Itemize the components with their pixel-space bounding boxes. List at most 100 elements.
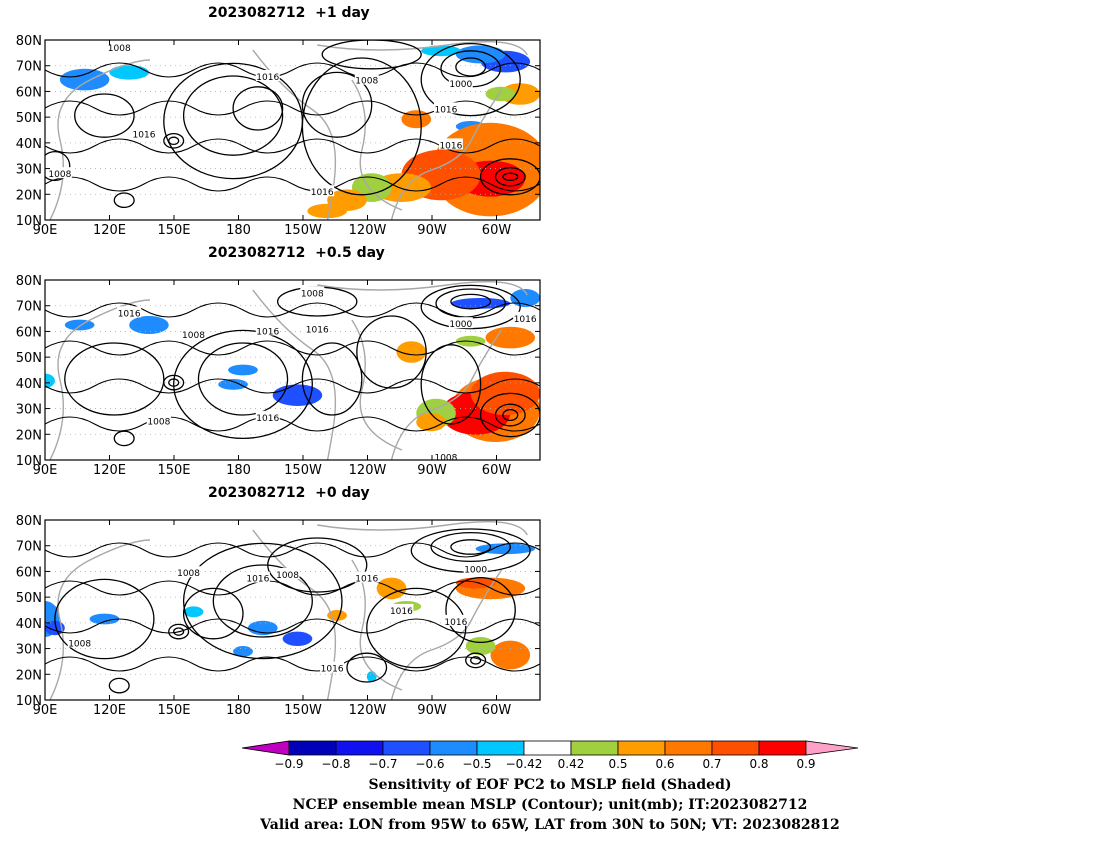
- contour-label-bg: [255, 410, 280, 422]
- contour-label-bg: [47, 167, 72, 179]
- contour-label: 1008: [108, 44, 131, 54]
- contour-label: 1016: [321, 665, 344, 675]
- mslp-contour: [74, 93, 135, 138]
- sensitivity-shade: [64, 319, 95, 331]
- contour-label-bg: [255, 70, 280, 81]
- lon-label: 90W: [417, 703, 447, 718]
- contour-label: 1008: [177, 569, 200, 579]
- lat-label: 50N: [16, 351, 42, 366]
- coastline: [317, 281, 528, 296]
- sensitivity-shade: [401, 110, 432, 129]
- lon-label: 90W: [417, 223, 447, 238]
- lon-label: 150E: [157, 703, 190, 718]
- mslp-contour: [45, 62, 540, 78]
- contour-label-bg: [438, 138, 463, 150]
- colorbar-swatch: [711, 740, 760, 756]
- contour-label: 1000: [449, 80, 472, 90]
- contour-label-bg: [305, 322, 330, 334]
- sensitivity-shade: [272, 384, 323, 407]
- sensitivity-shade: [233, 646, 253, 657]
- colorbar-swatch: [570, 740, 619, 756]
- contour-label: 1008: [301, 290, 324, 300]
- lon-label: 150E: [157, 463, 190, 478]
- lat-label: 10N: [16, 454, 42, 469]
- coastline: [49, 59, 151, 220]
- contour-label: 1000: [449, 320, 472, 330]
- mslp-contour: [54, 578, 155, 660]
- contour-label: 1008: [276, 571, 299, 581]
- lon-label: 180: [226, 223, 251, 238]
- mslp-contour: [182, 542, 343, 660]
- lon-label: 120W: [349, 463, 387, 478]
- colorbar-swatch: [382, 740, 431, 756]
- contour-label: 1016: [434, 105, 457, 115]
- colorbar-tick-label: 0.8: [749, 757, 768, 770]
- mslp-contour: [45, 378, 540, 394]
- contour-label-bg: [354, 571, 379, 583]
- contour-label-bg: [463, 562, 488, 574]
- contour-label: 1008: [147, 417, 170, 427]
- contour-label: 1016: [444, 618, 467, 628]
- lat-label: 70N: [16, 540, 42, 555]
- colorbar-tick-label: 0.42: [558, 757, 585, 770]
- mslp-contour: [182, 587, 244, 640]
- coastline: [49, 539, 151, 700]
- lat-label: 70N: [16, 300, 42, 315]
- contour-label: 1016: [256, 73, 279, 83]
- mslp-contour: [168, 623, 190, 640]
- contour-label-bg: [448, 77, 473, 89]
- lon-label: 120E: [93, 223, 126, 238]
- lon-label: 150W: [284, 463, 322, 478]
- contour-label: 1016: [246, 575, 269, 585]
- lat-label: 40N: [16, 377, 42, 392]
- colorbar-tick-label: −0.7: [368, 757, 397, 770]
- contour-label-bg: [513, 311, 538, 323]
- contour-label-bg: [310, 185, 335, 197]
- contour-label-bg: [389, 604, 414, 615]
- mslp-contour: [163, 374, 185, 391]
- mslp-contour: [182, 75, 284, 156]
- contour-label-bg: [448, 317, 473, 329]
- mslp-contour: [163, 132, 185, 149]
- lat-label: 30N: [16, 643, 42, 658]
- mslp-contour: [465, 652, 487, 669]
- contour-label: 1008: [48, 170, 71, 180]
- mslp-contour: [430, 531, 511, 563]
- contour-label: 1016: [311, 188, 334, 198]
- sensitivity-shade: [183, 606, 204, 618]
- mslp-contour: [45, 580, 540, 596]
- lat-label: 60N: [16, 565, 42, 580]
- mslp-contour: [356, 315, 427, 389]
- mslp-contour: [45, 100, 540, 116]
- sensitivity-shade: [396, 341, 427, 363]
- colorbar-swatch: [288, 740, 337, 756]
- sensitivity-shade: [59, 68, 110, 91]
- contour-label: 1008: [182, 331, 205, 341]
- contour-label: 1016: [390, 607, 413, 617]
- mslp-contour: [346, 652, 388, 683]
- mslp-contour: [173, 627, 185, 636]
- contour-label-bg: [181, 328, 206, 339]
- coastline: [252, 289, 336, 460]
- lon-label: 150W: [284, 703, 322, 718]
- mslp-contour: [45, 618, 540, 634]
- colorbar-tick-label: −0.5: [462, 757, 491, 770]
- map-panels-canvas: 1008 1008 1016 1016 1016 1000 1016 1016 1008 80N 7…: [16, 34, 541, 718]
- mslp-contour: [45, 542, 540, 558]
- lat-label: 50N: [16, 591, 42, 606]
- caption-contour: NCEP ensemble mean MSLP (Contour); unit(…: [292, 797, 808, 813]
- mslp-contour: [45, 340, 540, 356]
- map-panel-1: 1008 1016 1008 1016 1016 1000 1016 1016 1008 1008…: [16, 274, 541, 478]
- colorbar-swatch: [335, 740, 384, 756]
- mslp-contour: [455, 57, 487, 77]
- mslp-contour: [301, 57, 422, 196]
- contour-label: 1016: [514, 315, 537, 325]
- lat-label: 30N: [16, 163, 42, 178]
- contour-label: 1008: [68, 639, 91, 649]
- panel-title: 2023082712 +1 day: [208, 5, 370, 21]
- contour-label-bg: [245, 571, 270, 583]
- mslp-contour: [301, 71, 373, 138]
- colorbar-tick-label: −0.6: [415, 757, 444, 770]
- lon-label: 90W: [417, 463, 447, 478]
- caption-shading: Sensitivity of EOF PC2 to MSLP field (Sh…: [368, 777, 732, 793]
